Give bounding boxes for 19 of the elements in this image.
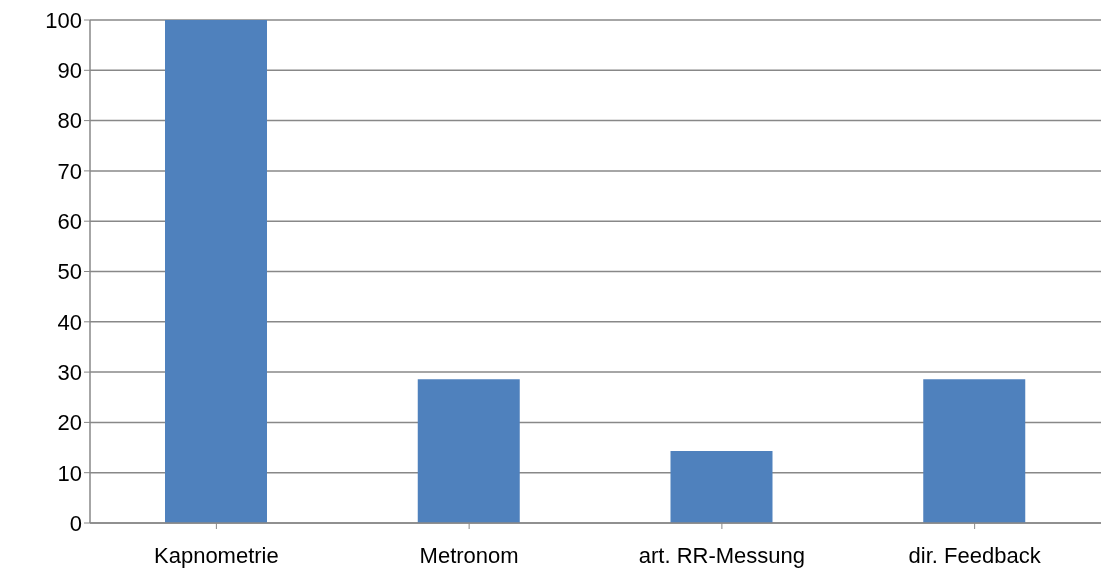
x-tick-label: Kapnometrie [154, 542, 279, 568]
x-tick-label: dir. Feedback [908, 542, 1042, 568]
y-tick-label: 100 [45, 7, 82, 33]
bar [923, 379, 1026, 523]
y-tick-label: 60 [57, 209, 82, 235]
x-tick-label: art. RR-Messung [638, 542, 806, 568]
y-tick-label: 0 [69, 510, 82, 536]
y-tick-label: 80 [57, 108, 82, 134]
y-tick-label: 30 [57, 359, 82, 385]
y-tick-label: 50 [57, 259, 82, 285]
x-tick-label: Metronom [419, 542, 519, 568]
y-tick-label: 10 [57, 460, 82, 486]
bar [165, 20, 267, 523]
y-tick-label: 40 [57, 309, 82, 335]
bar [417, 379, 520, 523]
y-tick-label: 20 [57, 410, 82, 436]
y-tick-label: 90 [57, 58, 82, 84]
bar [670, 451, 773, 523]
y-tick-label: 70 [57, 158, 82, 184]
